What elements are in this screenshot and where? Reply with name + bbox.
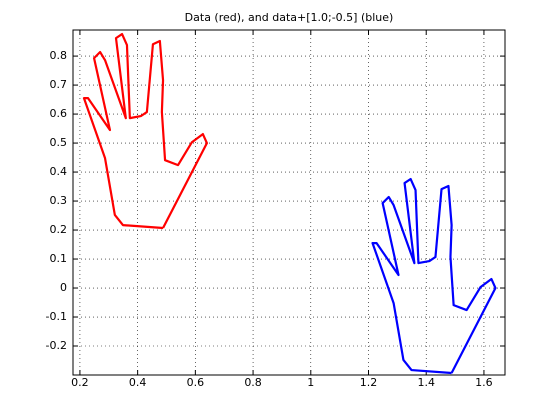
y-tick-label: 0.1: [50, 252, 68, 265]
x-tick-label: 0.2: [71, 376, 89, 389]
data-line: [371, 177, 497, 375]
x-tick-label: 0.6: [187, 376, 205, 389]
x-tick-label: 1: [307, 376, 314, 389]
chart-title: Data (red), and data+[1.0;-0.5] (blue): [185, 11, 394, 24]
x-tick-label: 1.2: [360, 376, 378, 389]
y-tick-label: 0.5: [50, 136, 68, 149]
x-tick-label: 1.6: [475, 376, 493, 389]
y-tick-label: 0.2: [50, 223, 68, 236]
y-tick-label: 0.3: [50, 194, 68, 207]
y-tick-label: -0.2: [46, 339, 67, 352]
x-tick-label: 0.4: [129, 376, 147, 389]
y-tick-label: 0.4: [50, 165, 68, 178]
y-tick-label: -0.1: [46, 310, 67, 323]
data-line: [82, 32, 208, 230]
y-tick-label: 0.7: [50, 78, 68, 91]
axes-box: [72, 29, 506, 376]
x-tick-label: 0.8: [244, 376, 262, 389]
y-tick-label: 0: [60, 281, 67, 294]
x-tick-label: 1.4: [417, 376, 435, 389]
y-tick-label: 0.6: [50, 107, 68, 120]
y-tick-label: 0.8: [50, 49, 68, 62]
